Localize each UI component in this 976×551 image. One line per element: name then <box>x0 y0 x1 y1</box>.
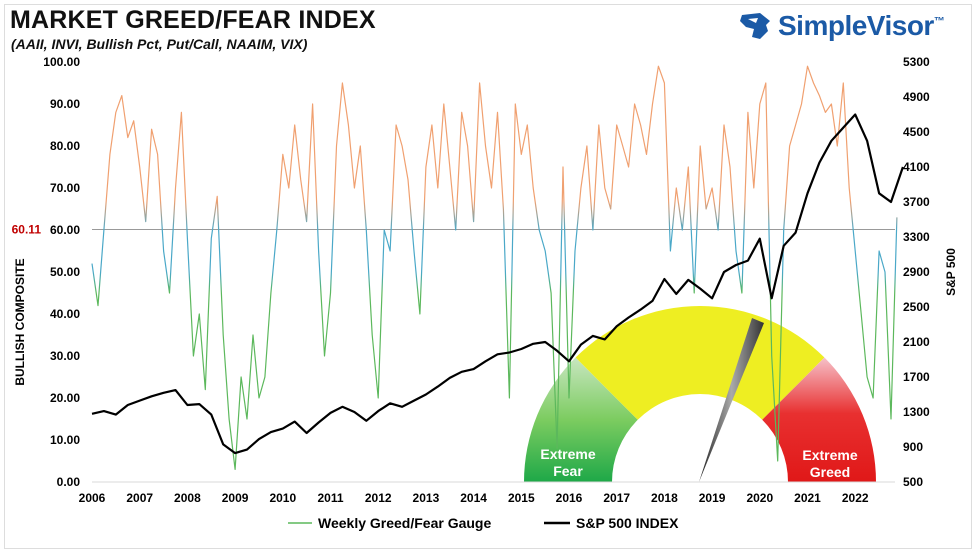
left-y-tick-label: 90.00 <box>50 97 80 111</box>
series-group <box>91 65 904 470</box>
right-y-tick-label: 500 <box>903 475 923 489</box>
x-tick-label: 2010 <box>269 491 296 505</box>
chart-title: MARKET GREED/FEAR INDEX <box>10 6 376 34</box>
right-y-tick-label: 3700 <box>903 195 930 209</box>
logo-wordmark: SimpleVisor <box>778 10 934 41</box>
gauge-neutral-segment <box>575 306 825 420</box>
x-tick-label: 2011 <box>317 491 343 505</box>
x-tick-label: 2012 <box>365 491 392 505</box>
gauge-label-fear-label-2: Fear <box>553 463 583 479</box>
left-y-tick-label: 60.00 <box>50 223 80 237</box>
left-y-tick-label: 80.00 <box>50 139 80 153</box>
gauge-needle <box>699 318 764 482</box>
right-y-tick-label: 5300 <box>903 55 930 69</box>
x-tick-label: 2019 <box>699 491 726 505</box>
gauge-label-greed-label-2: Greed <box>810 464 850 480</box>
legend: Weekly Greed/Fear Gauge S&P 500 INDEX <box>288 515 679 531</box>
right-y-tick-label: 4900 <box>903 90 930 104</box>
x-tick-label: 2009 <box>222 491 249 505</box>
x-axis-ticks: 2006 2007 2008 2009 2010 2011 2012 2013 2014 2015… <box>79 491 869 505</box>
right-y-tick-label: 2100 <box>903 335 930 349</box>
right-y-tick-label: 4100 <box>903 160 930 174</box>
chart-frame <box>4 4 972 549</box>
x-tick-label: 2022 <box>842 491 869 505</box>
right-y-tick-label: 4500 <box>903 125 930 139</box>
x-tick-label: 2007 <box>126 491 153 505</box>
left-y-tick-label: 20.00 <box>50 391 80 405</box>
x-tick-label: 2016 <box>556 491 583 505</box>
trademark: ™ <box>933 15 945 28</box>
left-axis-label: BULLISH COMPOSITE <box>13 258 27 385</box>
sp500-line <box>91 113 904 455</box>
right-y-tick-label: 1300 <box>903 405 930 419</box>
chart-subtitle: (AAII, INVI, Bullish Pct, Put/Call, NAAI… <box>11 36 308 52</box>
left-y-tick-label: 100.00 <box>43 55 80 69</box>
gauge-label-greed-label-1: Extreme <box>802 447 857 463</box>
right-y-tick-label: 1700 <box>903 370 930 384</box>
right-y-tick-label: 2900 <box>903 265 930 279</box>
right-y-tick-label: 2500 <box>903 300 930 314</box>
left-y-tick-label: 30.00 <box>50 349 80 363</box>
x-tick-label: 2008 <box>174 491 201 505</box>
left-y-tick-label: 10.00 <box>50 433 80 447</box>
x-tick-label: 2018 <box>651 491 678 505</box>
right-axis-ticks: 500 900 1300 1700 2100 2500 2900 3300 3700 4100 45… <box>903 55 930 489</box>
left-axis-ticks: 0.00 10.00 20.00 30.00 40.00 50.00 60.00 70.00 8… <box>43 55 80 489</box>
gauge-fear-segment <box>524 357 638 482</box>
gauge-greed-segment <box>762 357 877 482</box>
right-y-tick-label: 900 <box>903 440 923 454</box>
right-y-tick-label: 3300 <box>903 230 930 244</box>
logo-text: SimpleVisor™ <box>778 10 945 42</box>
x-tick-label: 2020 <box>746 491 773 505</box>
x-tick-label: 2014 <box>460 491 487 505</box>
right-axis-label: S&P 500 <box>944 248 958 296</box>
reference-value-label: 60.11 <box>12 223 42 237</box>
left-y-tick-label: 70.00 <box>50 181 80 195</box>
x-tick-label: 2021 <box>794 491 821 505</box>
simplevisor-logo: SimpleVisor™ <box>738 10 945 42</box>
x-tick-label: 2006 <box>79 491 106 505</box>
x-tick-label: 2013 <box>413 491 440 505</box>
left-y-tick-label: 0.00 <box>57 475 81 489</box>
lion-head-icon <box>740 13 770 39</box>
left-y-tick-label: 50.00 <box>50 265 80 279</box>
x-tick-label: 2015 <box>508 491 535 505</box>
x-tick-label: 2017 <box>603 491 630 505</box>
legend-label-sp500: S&P 500 INDEX <box>576 515 679 531</box>
gauge-label-fear-label-1: Extreme <box>540 446 595 462</box>
greed-fear-line <box>91 65 898 470</box>
left-y-tick-label: 40.00 <box>50 307 80 321</box>
legend-label-greed-fear: Weekly Greed/Fear Gauge <box>318 515 491 531</box>
